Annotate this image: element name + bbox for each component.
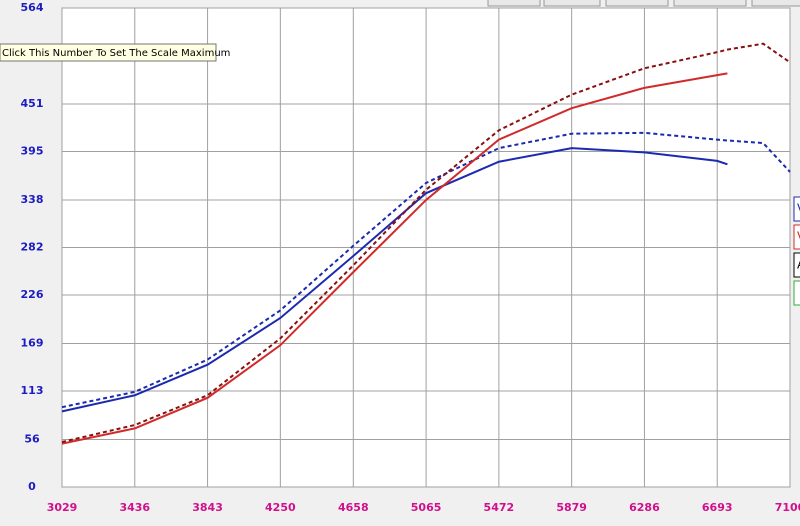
- y-tick-label: 169: [21, 336, 44, 349]
- x-tick-label: 3843: [192, 501, 223, 514]
- legend-label: A: [797, 258, 800, 272]
- y-tick-label: 395: [21, 145, 44, 158]
- y-tick-label: 0: [28, 480, 36, 493]
- legend-stub: VVA: [793, 196, 800, 306]
- x-tick-label: 4658: [338, 501, 369, 514]
- legend-box: [793, 252, 800, 278]
- button[interactable]: [487, 0, 541, 7]
- legend-box: [793, 196, 800, 222]
- legend-box: [793, 280, 800, 306]
- x-tick-label: 5065: [411, 501, 442, 514]
- lines: [61, 42, 791, 445]
- tooltip-text: Click This Number To Set The Scale Maxim…: [2, 48, 230, 59]
- top-buttons: [487, 0, 800, 7]
- series-line: [61, 42, 791, 443]
- x-tick-label: 5472: [484, 501, 515, 514]
- y-tick-label: 451: [21, 97, 44, 110]
- y-tick-label: 282: [21, 241, 44, 254]
- button[interactable]: [543, 0, 601, 7]
- tooltip: Click This Number To Set The Scale Maxim…: [0, 43, 230, 62]
- x-tick-label: 3029: [47, 501, 78, 514]
- y-tick-label: 56: [24, 432, 40, 445]
- legend-label: V: [797, 230, 800, 244]
- button[interactable]: [673, 0, 747, 7]
- y-tick-label: 113: [21, 384, 44, 397]
- button[interactable]: [751, 0, 800, 7]
- y-tick-label: 338: [21, 193, 44, 206]
- y-tick-label: 564: [21, 1, 44, 14]
- x-tick-label: 4250: [265, 501, 296, 514]
- legend-box: [793, 224, 800, 250]
- x-tick-label: 6693: [702, 501, 733, 514]
- series-line: [61, 147, 728, 413]
- x-tick-label: 7100: [775, 501, 800, 514]
- series-line: [61, 72, 728, 445]
- x-tick-label: 5879: [556, 501, 587, 514]
- y-tick-label: 226: [21, 288, 44, 301]
- x-tick-label: 6286: [629, 501, 660, 514]
- tooltip-box: [0, 43, 217, 62]
- button[interactable]: [605, 0, 669, 7]
- legend-label: V: [797, 202, 800, 216]
- x-tick-label: 3436: [119, 501, 150, 514]
